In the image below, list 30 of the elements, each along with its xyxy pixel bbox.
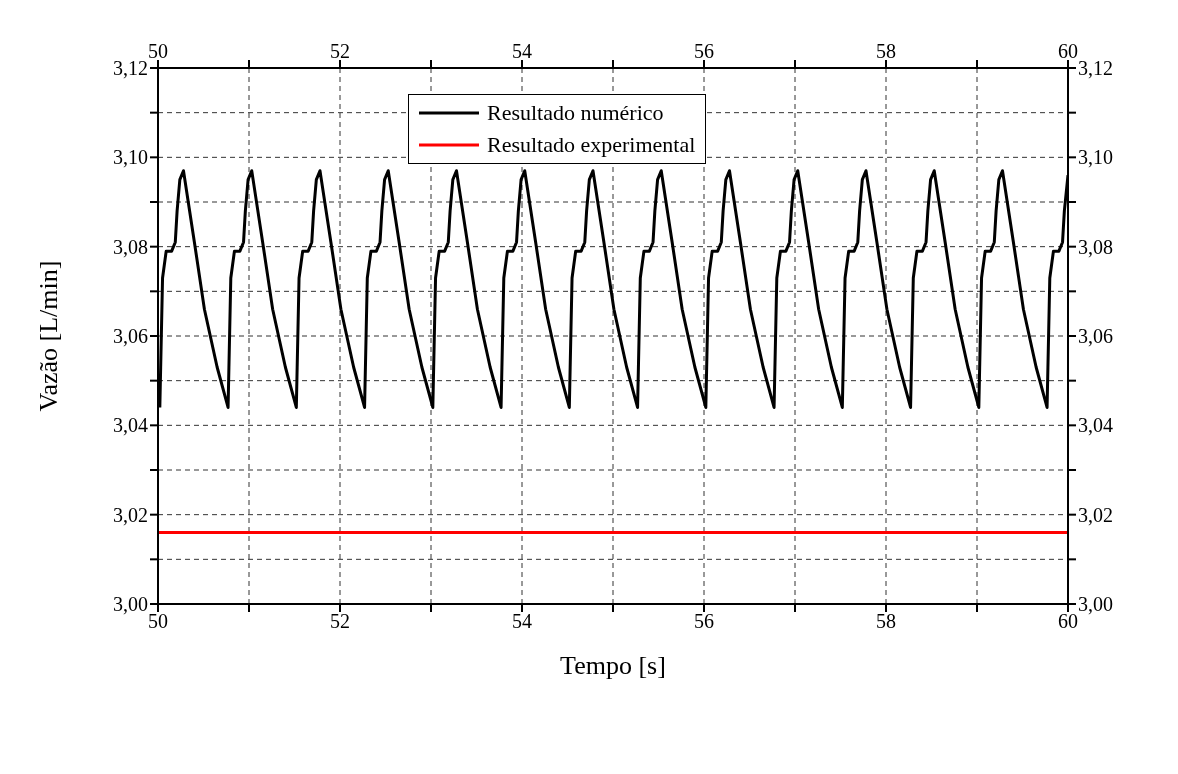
x-tick-label: 58 <box>876 40 896 62</box>
y-tick-label: 3,04 <box>113 414 148 437</box>
y2-tick-label: 3,06 <box>1078 325 1113 348</box>
y2-tick-label: 3,10 <box>1078 146 1113 169</box>
y-tick-label: 3,08 <box>113 235 148 258</box>
x-tick-label: 56 <box>694 40 714 62</box>
y2-tick-label: 3,08 <box>1078 235 1113 258</box>
x-tick-label: 50 <box>148 40 168 62</box>
x2-tick-label: 60 <box>1058 610 1078 633</box>
y2-tick-label: 3,04 <box>1078 414 1113 437</box>
legend-label: Resultado numérico <box>487 99 664 127</box>
x2-tick-label: 50 <box>148 610 168 633</box>
y-tick-label: 3,00 <box>113 593 148 616</box>
y2-tick-label: 3,02 <box>1078 503 1113 526</box>
x2-tick-label: 54 <box>512 610 532 633</box>
y2-tick-label: 3,00 <box>1078 593 1113 616</box>
x-tick-label: 52 <box>330 40 350 62</box>
x-tick-label: 60 <box>1058 40 1078 62</box>
y-tick-label: 3,10 <box>113 146 148 169</box>
x-axis-title: Tempo [s] <box>560 651 666 680</box>
y-tick-label: 3,06 <box>113 325 148 348</box>
x-tick-label: 54 <box>512 40 532 62</box>
y2-tick-label: 3,12 <box>1078 57 1113 80</box>
x2-tick-label: 58 <box>876 610 896 633</box>
legend-label: Resultado experimental <box>487 131 696 159</box>
y-tick-label: 3,12 <box>113 57 148 80</box>
x2-tick-label: 56 <box>694 610 714 633</box>
y-axis-title: Vazão [L/min] <box>34 260 64 412</box>
y-tick-label: 3,02 <box>113 503 148 526</box>
x2-tick-label: 52 <box>330 610 350 633</box>
